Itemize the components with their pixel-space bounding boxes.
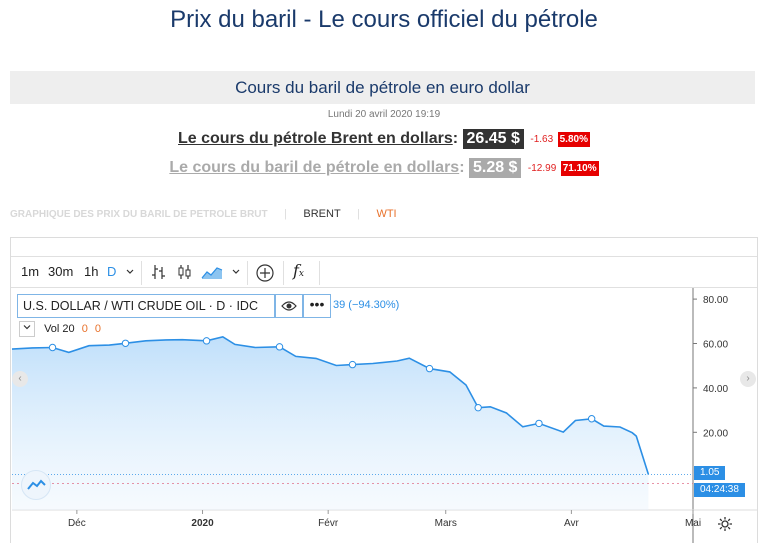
data-point-marker — [474, 403, 482, 412]
chart-widget: 1m 30m 1h D fx U.S. DOLLAR / WTI CRUDE O… — [10, 237, 758, 543]
price-axis-tick-label: 60.00 — [703, 340, 728, 351]
volume-label: Vol 20 — [44, 322, 75, 335]
price-area-fill — [12, 336, 649, 510]
data-point-marker — [425, 364, 434, 373]
tab-brent[interactable]: BRENT — [303, 208, 341, 220]
time-axis-tick-label: Mars — [435, 518, 457, 529]
last-price-label: 1.05 — [694, 466, 726, 480]
interval-1m-button[interactable]: 1m — [21, 264, 40, 279]
brent-price-percent: 5.80% — [557, 131, 590, 147]
time-axis-tick-label: 2020 — [191, 518, 214, 529]
brent-price-value: 26.45 $ — [462, 129, 524, 149]
toolbar-divider — [141, 261, 142, 285]
time-axis-tick-label: Avr — [564, 518, 579, 529]
gear-icon[interactable] — [717, 516, 733, 536]
price-axis-tick-label: 80.00 — [703, 295, 728, 306]
chevron-down-icon[interactable] — [19, 321, 35, 337]
wti-price-link[interactable]: Le cours du baril de pétrole en dollars — [169, 159, 460, 177]
tab-wti[interactable]: WTI — [376, 208, 397, 220]
data-point-marker — [535, 419, 543, 428]
candle-icon[interactable] — [177, 263, 193, 284]
wti-price-row: Le cours du baril de pétrole en dollars:… — [0, 158, 768, 178]
eye-icon[interactable] — [275, 294, 303, 318]
data-point-marker — [587, 415, 596, 423]
formula-icon[interactable]: fx — [293, 261, 304, 280]
wti-price-value: 5.28 $ — [468, 158, 522, 178]
toolbar-divider — [283, 261, 284, 285]
time-axis-tick-label: Déc — [68, 518, 86, 529]
brent-price-change: -1.63 — [530, 133, 554, 145]
tab-divider: | — [357, 208, 360, 220]
chevron-left-icon[interactable]: ‹ — [12, 371, 28, 387]
price-axis-tick-label: 40.00 — [703, 384, 728, 395]
toolbar-divider — [319, 261, 320, 285]
tradingview-logo-icon[interactable] — [21, 470, 51, 500]
quote-date: Lundi 20 avril 2020 19:19 — [327, 109, 441, 120]
countdown-label: 04:24:38 — [694, 483, 745, 497]
wti-price-percent: 71.10% — [560, 160, 599, 176]
area-chart-icon[interactable] — [201, 264, 223, 283]
tab-brent-chart-heading[interactable]: GRAPHIQUE DES PRIX DU BARIL DE PETROLE B… — [10, 209, 268, 220]
chart-tabs: GRAPHIQUE DES PRIX DU BARIL DE PETROLE B… — [10, 204, 397, 220]
tab-divider: | — [284, 208, 287, 220]
time-axis-tick-label: Févr — [318, 518, 339, 529]
price-line — [11, 335, 650, 475]
interval-d-button[interactable]: D — [107, 264, 117, 279]
chevron-down-icon[interactable] — [231, 264, 241, 281]
chart-toolbar: 1m 30m 1h D fx — [11, 256, 757, 288]
data-point-marker — [48, 343, 57, 352]
bar-chart-icon[interactable] — [151, 263, 167, 284]
brent-price-row: Le cours du pétrole Brent en dollars: 26… — [0, 129, 768, 149]
brent-price-colon: : — [452, 130, 463, 148]
data-point-marker — [348, 360, 357, 369]
legend-change: 39 (−94.30%) — [333, 299, 400, 311]
data-point-marker — [121, 339, 130, 347]
more-icon[interactable]: ••• — [303, 294, 331, 318]
volume-value-2: 0 — [94, 322, 102, 335]
data-point-marker — [275, 343, 284, 351]
symbol-legend[interactable]: U.S. DOLLAR / WTI CRUDE OIL · D · IDC — [17, 294, 275, 318]
chevron-right-icon[interactable]: › — [740, 371, 756, 387]
wti-price-colon: : — [459, 159, 469, 177]
price-axis-tick-label: 20.00 — [703, 428, 728, 439]
interval-1h-button[interactable]: 1h — [84, 264, 99, 279]
time-axis-tick-label: Mai — [685, 518, 701, 529]
volume-legend: Vol 20 0 0 — [19, 321, 101, 337]
wti-price-change: -12.99 — [527, 162, 557, 174]
data-point-marker — [202, 337, 211, 345]
page-title: Prix du baril - Le cours officiel du pét… — [170, 6, 598, 33]
interval-30m-button[interactable]: 30m — [48, 264, 74, 279]
volume-value-1: 0 — [81, 322, 88, 335]
section-subheader: Cours du baril de pétrole en euro dollar — [10, 71, 755, 104]
brent-price-link[interactable]: Le cours du pétrole Brent en dollars — [178, 130, 453, 148]
toolbar-divider — [247, 261, 248, 285]
chevron-down-icon[interactable] — [125, 264, 135, 281]
add-indicator-icon[interactable] — [255, 263, 275, 286]
